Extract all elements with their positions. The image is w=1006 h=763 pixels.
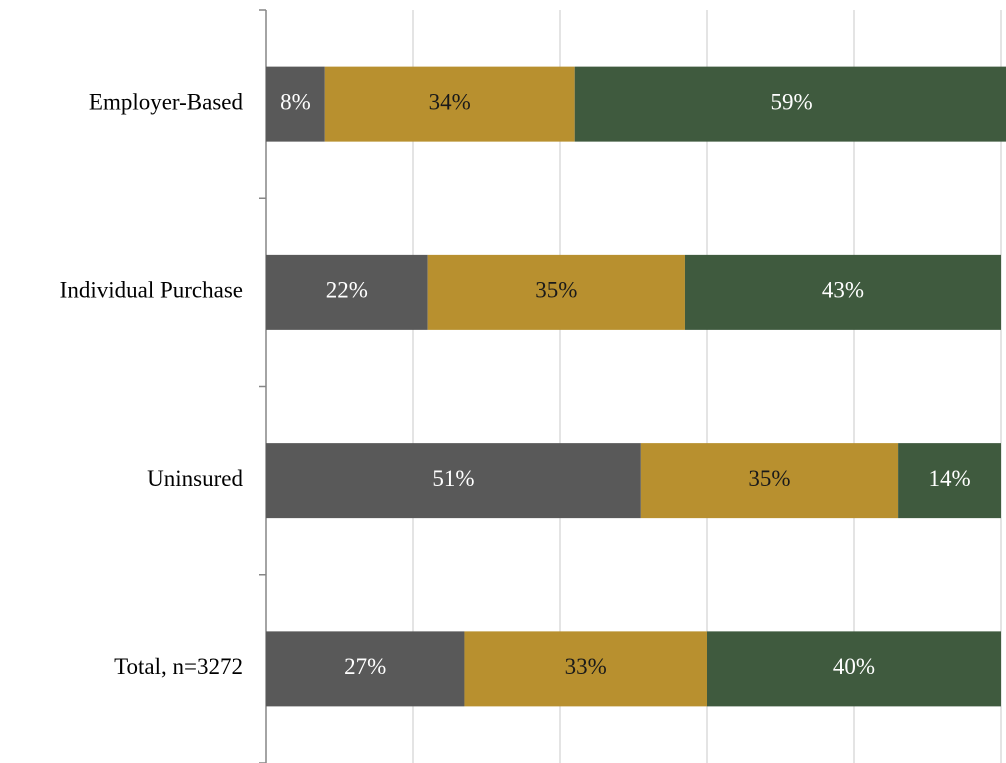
bar-segment [324,66,575,142]
bar-segment [574,66,1006,142]
bar-segment [464,631,707,707]
data-label: 40% [833,654,875,679]
data-label: 22% [326,278,368,303]
data-label: 8% [280,89,311,114]
data-label: 35% [535,278,577,303]
data-label: 33% [565,654,607,679]
data-label: 43% [822,278,864,303]
bar-segment [684,254,1001,330]
data-label: 27% [344,654,386,679]
y-tick-label: Individual Purchase [60,278,243,303]
bar-segment [266,66,325,142]
bar-segment [640,443,899,519]
y-tick-label: Total, n=3272 [114,654,243,679]
y-tick-label: Employer-Based [89,89,244,114]
data-label: 14% [928,466,970,491]
data-label: 51% [432,466,474,491]
bar-segment [266,631,465,707]
bar-segment [427,254,685,330]
data-label: 34% [429,89,471,114]
data-label: 59% [770,89,812,114]
bar-segment [707,631,1001,707]
data-label: 35% [748,466,790,491]
bar-segment [266,254,428,330]
bar-segment [898,443,1001,519]
y-tick-label: Uninsured [147,466,243,491]
bar-segment [266,443,641,519]
